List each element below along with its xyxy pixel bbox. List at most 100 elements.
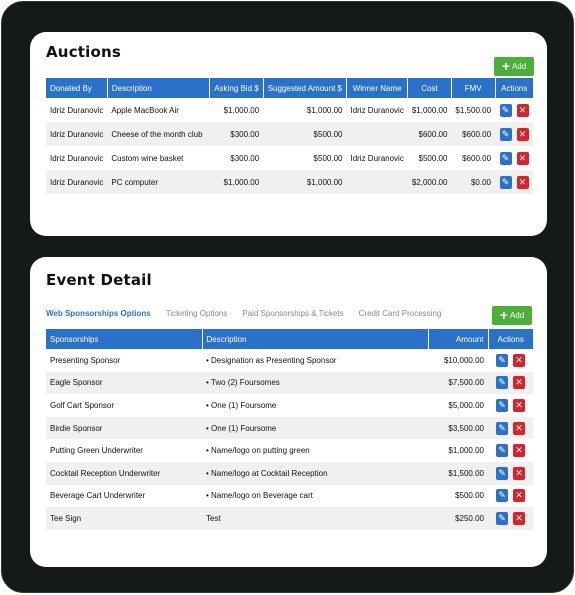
actions-cell: ✎ ✕ — [495, 98, 533, 122]
auctions-title: Auctions — [46, 43, 122, 61]
pencil-icon[interactable]: ✎ — [496, 511, 508, 525]
winner-name-cell — [346, 122, 408, 146]
row-actions: ✎ ✕ — [492, 376, 529, 390]
actions-cell: ✎ ✕ — [495, 122, 533, 146]
auctions-table: Donated By Description Asking Bid $ Sugg… — [46, 78, 533, 194]
actions-cell: ✎ ✕ — [488, 507, 533, 530]
pencil-icon[interactable]: ✎ — [496, 489, 508, 503]
table-row: Putting Green Underwriter • Name/logo on … — [46, 439, 533, 462]
actions-cell: ✎ ✕ — [495, 170, 533, 194]
amount-cell: $7,500.00 — [428, 371, 488, 395]
col-fmv[interactable]: FMV — [451, 78, 496, 98]
actions-cell: ✎ ✕ — [488, 439, 533, 462]
col-cost[interactable]: Cost — [407, 78, 452, 98]
pencil-icon[interactable]: ✎ — [496, 376, 508, 390]
pencil-icon[interactable]: ✎ — [499, 151, 512, 165]
sponsorships-header-row: Sponsorships Description Amount Actions — [46, 329, 533, 349]
asking-bid-cell: $300.00 — [230, 153, 260, 163]
amount-cell: $5,000.00 — [448, 400, 484, 410]
sponsorship-description-cell: • Designation as Presenting Sponsor — [206, 355, 337, 365]
tab-web-sponsorships[interactable]: Web Sponsorships Options — [46, 309, 151, 318]
col-suggested-amount[interactable]: Suggested Amount $ — [263, 78, 347, 98]
actions-cell: ✎ ✕ — [488, 371, 533, 395]
sponsorship-name-cell: Putting Green Underwriter — [50, 446, 143, 456]
sponsorship-description-cell: • Name/logo at Cocktail Reception — [202, 461, 428, 485]
pencil-icon[interactable]: ✎ — [496, 466, 508, 480]
x-icon[interactable]: ✕ — [513, 511, 525, 525]
pencil-icon[interactable]: ✎ — [496, 421, 508, 435]
description-cell: Apple MacBook Air — [111, 105, 179, 115]
x-icon[interactable]: ✕ — [516, 151, 529, 165]
sponsorship-name-cell: Birdie Sponsor — [46, 416, 202, 440]
row-actions: ✎ ✕ — [499, 103, 529, 117]
sponsorship-description-cell: • Name/logo on putting green — [206, 446, 310, 456]
table-row: Idriz Duranovic PC computer $1,000.00 $1,00… — [46, 170, 533, 194]
winner-name-cell — [346, 170, 408, 194]
col-amount[interactable]: Amount — [428, 329, 489, 349]
sponsorship-name-cell: Golf Cart Sponsor — [50, 400, 115, 410]
plus-icon: + — [499, 307, 508, 323]
sponsorship-name-cell: Cocktail Reception Underwriter — [46, 461, 202, 485]
fmv-cell: $600.00 — [451, 122, 496, 146]
col-donated-by[interactable]: Donated By — [46, 78, 108, 98]
tab-ticketing-options[interactable]: Ticketing Options — [165, 309, 228, 318]
pencil-icon[interactable]: ✎ — [496, 398, 508, 412]
tab-paid-sponsorships[interactable]: Paid Sponsorships & Tickets — [242, 309, 344, 318]
event-detail-card: Event Detail Web Sponsorships Options Ti… — [30, 257, 547, 567]
row-actions: ✎ ✕ — [499, 175, 529, 189]
add-sponsorship-button[interactable]: + Add — [492, 306, 532, 325]
amount-cell: $3,500.00 — [428, 416, 488, 440]
col-sponsorships[interactable]: Sponsorships — [46, 329, 203, 349]
col-asking-bid[interactable]: Asking Bid $ — [209, 78, 264, 98]
description-cell: PC computer — [107, 170, 210, 194]
row-actions: ✎ ✕ — [492, 353, 529, 367]
col-actions: Actions — [495, 78, 533, 98]
x-icon[interactable]: ✕ — [513, 489, 525, 503]
add-auction-button[interactable]: + Add — [494, 57, 534, 76]
table-row: Golf Cart Sponsor • One (1) Foursome $5,00… — [46, 394, 533, 417]
x-icon[interactable]: ✕ — [516, 103, 529, 117]
x-icon[interactable]: ✕ — [513, 421, 525, 435]
table-row: Eagle Sponsor • Two (2) Foursomes $7,500.0… — [46, 371, 533, 395]
x-icon[interactable]: ✕ — [513, 376, 525, 390]
add-auction-label: Add — [511, 62, 527, 71]
x-icon[interactable]: ✕ — [513, 353, 525, 367]
cost-cell: $1,000.00 — [411, 105, 448, 115]
event-tabs: Web Sponsorships Options Ticketing Optio… — [46, 309, 441, 320]
x-icon[interactable]: ✕ — [516, 127, 529, 141]
x-icon[interactable]: ✕ — [513, 444, 525, 458]
x-icon[interactable]: ✕ — [513, 466, 525, 480]
sponsorship-description-cell: • Two (2) Foursomes — [202, 371, 428, 395]
pencil-icon[interactable]: ✎ — [496, 353, 508, 367]
row-actions: ✎ ✕ — [492, 466, 529, 480]
x-icon[interactable]: ✕ — [516, 175, 529, 189]
amount-cell: $1,500.00 — [428, 461, 488, 485]
table-row: Idriz Duranovic Cheese of the month club $… — [46, 122, 533, 146]
amount-cell: $10,000.00 — [443, 355, 484, 365]
row-actions: ✎ ✕ — [492, 511, 529, 525]
sponsorships-table: Sponsorships Description Amount Actions … — [46, 329, 533, 530]
asking-bid-cell: $300.00 — [209, 122, 264, 146]
col-sponsor-description[interactable]: Description — [202, 329, 429, 349]
row-actions: ✎ ✕ — [492, 444, 529, 458]
x-icon[interactable]: ✕ — [513, 398, 525, 412]
pencil-icon[interactable]: ✎ — [499, 175, 512, 189]
winner-name-cell: Idriz Duranovic — [350, 105, 404, 115]
pencil-icon[interactable]: ✎ — [499, 127, 512, 141]
suggested-amount-cell: $500.00 — [313, 153, 343, 163]
col-winner-name[interactable]: Winner Name — [346, 78, 409, 98]
sponsorship-name-cell: Beverage Cart Underwriter — [50, 491, 146, 501]
table-row: Idriz Duranovic Custom wine basket $300.00… — [46, 146, 533, 170]
sponsorship-name-cell: Presenting Sponsor — [50, 355, 121, 365]
row-actions: ✎ ✕ — [499, 151, 529, 165]
table-row: Cocktail Reception Underwriter • Name/log… — [46, 461, 533, 485]
tab-credit-card-processing[interactable]: Credit Card Processing — [358, 309, 442, 318]
winner-name-cell: Idriz Duranovic — [350, 153, 404, 163]
pencil-icon[interactable]: ✎ — [499, 103, 512, 117]
col-sponsor-actions: Actions — [488, 329, 533, 349]
row-actions: ✎ ✕ — [492, 398, 529, 412]
donated-by-cell: Idriz Duranovic — [50, 105, 104, 115]
col-description[interactable]: Description — [107, 78, 211, 98]
pencil-icon[interactable]: ✎ — [496, 444, 508, 458]
